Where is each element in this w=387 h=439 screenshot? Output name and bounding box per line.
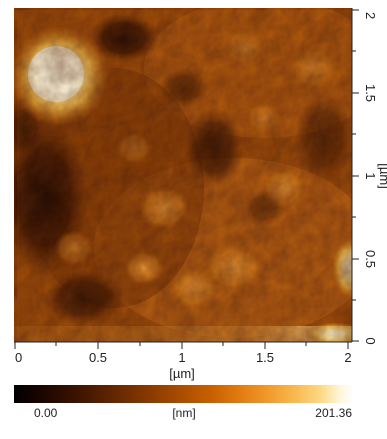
afm-height-image <box>14 8 352 342</box>
x-tick-label: 0 <box>15 350 22 365</box>
height-colorbar <box>14 385 354 403</box>
y-tick-label: 0 <box>363 337 378 344</box>
x-axis: 0 0.5 1 1.5 2 [µm] <box>14 341 352 382</box>
y-axis: 0 0.5 1 1.5 2 [µm] <box>351 8 387 345</box>
x-tick-label: 2 <box>344 350 351 365</box>
y-tick-label: 1.5 <box>363 84 378 102</box>
colorbar-labels: 0.00 [nm] 201.36 <box>14 404 354 422</box>
y-tick-label: 1 <box>363 172 378 179</box>
x-tick-label: 0.5 <box>89 350 107 365</box>
y-axis-unit: [µm] <box>377 163 387 189</box>
colorbar-max-label: 201.36 <box>315 406 352 420</box>
x-tick-label: 1.5 <box>256 350 274 365</box>
x-axis-unit: [µm] <box>169 366 195 381</box>
x-tick-label: 1 <box>178 350 185 365</box>
colorbar-unit-label: [nm] <box>172 406 196 420</box>
y-tick-label: 0.5 <box>363 250 378 268</box>
colorbar-min-label: 0.00 <box>34 406 58 420</box>
y-tick-label: 2 <box>363 12 378 19</box>
